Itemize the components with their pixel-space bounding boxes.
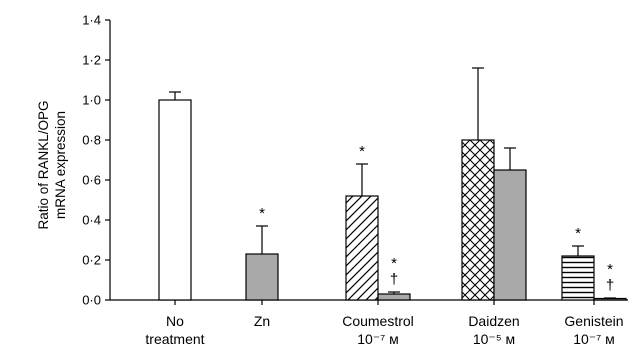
y-tick-label: 1·0 xyxy=(82,93,101,108)
y-axis-title: mRNA expression xyxy=(53,111,68,219)
category-label: Genistein xyxy=(564,313,623,329)
y-tick-label: 0·0 xyxy=(82,293,101,308)
category-label: Zn xyxy=(254,313,270,329)
significance-marker: * xyxy=(575,225,581,242)
y-tick-label: 1·2 xyxy=(82,53,101,68)
labels: Ratio of RANKL/OPG mRNA expression No treat… xyxy=(36,100,624,347)
bars xyxy=(158,67,627,301)
significance-marker: * xyxy=(259,205,265,222)
significance-marker: † xyxy=(606,277,614,294)
y-tick-label: 0·8 xyxy=(82,133,101,148)
bar xyxy=(593,297,627,301)
bar xyxy=(561,255,595,301)
y-tick-label: 0·2 xyxy=(82,253,101,268)
bar xyxy=(245,253,279,301)
bar xyxy=(345,195,379,301)
bar xyxy=(377,293,411,301)
category-label: 10⁻⁷ м xyxy=(573,331,615,347)
axes: 0·0 0·2 0·4 0·6 0·8 1·0 1·2 1·4 xyxy=(82,13,628,308)
bar xyxy=(493,169,527,301)
category-label: treatment xyxy=(145,331,204,347)
category-label: Daidzen xyxy=(468,313,519,329)
y-tick-label: 0·6 xyxy=(82,173,101,188)
bar xyxy=(461,139,495,301)
y-tick-label: 0·4 xyxy=(82,213,101,228)
bar xyxy=(158,99,192,301)
y-tick-label: 1·4 xyxy=(82,13,101,28)
category-label: Coumestrol xyxy=(342,313,414,329)
category-label: No xyxy=(166,313,184,329)
significance-marker: * xyxy=(391,255,397,272)
category-label: 10⁻⁷ м xyxy=(357,331,399,347)
significance-marker: * xyxy=(359,143,365,160)
significance-marker: * xyxy=(607,261,613,278)
category-label: 10⁻⁵ м xyxy=(473,331,515,347)
significance-marker: † xyxy=(390,271,398,288)
y-axis-title: Ratio of RANKL/OPG xyxy=(36,100,51,229)
